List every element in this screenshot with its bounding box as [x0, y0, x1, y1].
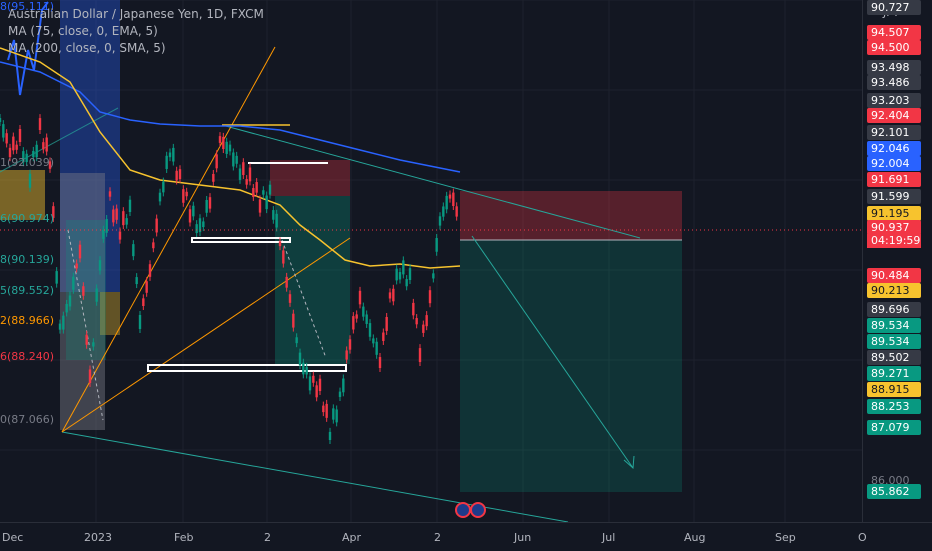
ghost-price-label: 86.000 [871, 474, 910, 487]
price-label: 91.691 [867, 172, 921, 187]
price-label: 94.507 [867, 25, 921, 40]
price-chart[interactable] [0, 0, 862, 522]
price-label: 91.195 [867, 206, 921, 221]
price-label: 91.599 [867, 189, 921, 204]
chart-legend: Australian Dollar / Japanese Yen, 1D, FX… [8, 6, 264, 57]
ema-line [0, 61, 461, 173]
time-tick: Jun [514, 531, 532, 544]
time-tick: 2 [264, 531, 271, 544]
au-flag-icon [455, 502, 471, 518]
ma75-indicator[interactable]: MA (75, close, 0, EMA, 5) [8, 24, 158, 38]
price-label: 90.213 [867, 283, 921, 298]
level-label: 6(90.974) [0, 212, 55, 225]
level-label: 1(92.039) [0, 156, 55, 169]
price-label: 87.079 [867, 420, 921, 435]
grid [0, 0, 862, 522]
price-label: 92.046 [867, 141, 921, 156]
price-label: 90.727 [867, 0, 921, 15]
price-label: 85.862 [867, 484, 921, 499]
price-label: 93.498 [867, 60, 921, 75]
au-flag-icon-2 [470, 502, 486, 518]
price-label: 92.404 [867, 108, 921, 123]
price-axis[interactable]: JPY 86.000 94.50794.50093.49893.48693.20… [862, 0, 932, 522]
price-label: 89.502 [867, 350, 921, 365]
level-label: 6(88.240) [0, 350, 55, 363]
level-label: 8(90.139) [0, 253, 55, 266]
time-tick: Jul [602, 531, 616, 544]
time-tick: Aug [684, 531, 706, 544]
price-label: 93.486 [867, 75, 921, 90]
price-label: 93.203 [867, 93, 921, 108]
candles [0, 114, 458, 445]
sr-rects [147, 124, 347, 372]
price-label: 92.004 [867, 156, 921, 171]
time-tick: Feb [174, 531, 194, 544]
ma200-indicator[interactable]: MA (200, close, 0, SMA, 5) [8, 41, 166, 55]
time-tick: 2 [434, 531, 441, 544]
chart-area[interactable]: Australian Dollar / Japanese Yen, 1D, FX… [0, 0, 862, 522]
level-label: 2(88.966) [0, 314, 55, 327]
current-price-label: 90.937 [867, 220, 921, 235]
countdown-timer: 04:19:59 [867, 234, 921, 248]
price-label: 89.534 [867, 334, 921, 349]
position-tool [460, 191, 682, 492]
price-label: 94.500 [867, 40, 921, 55]
price-label: 88.915 [867, 382, 921, 397]
price-label: 88.253 [867, 399, 921, 414]
price-label: 89.534 [867, 318, 921, 333]
price-label: 89.271 [867, 366, 921, 381]
time-tick: 2023 [84, 531, 112, 544]
level-label: 8(95.111) [0, 0, 55, 13]
time-axis[interactable]: Dec 2023 Feb 2 Apr 2 Jun Jul Aug Sep O [0, 522, 932, 551]
time-tick: Dec [2, 531, 24, 544]
level-label: 5(89.552) [0, 284, 55, 297]
time-tick: O [858, 531, 867, 544]
price-label: 92.101 [867, 125, 921, 140]
zone-boxes [0, 0, 350, 430]
symbol-title[interactable]: Australian Dollar / Japanese Yen, 1D, FX… [8, 7, 264, 21]
price-label: 89.696 [867, 302, 921, 317]
time-tick: Apr [342, 531, 362, 544]
level-label: 0(87.066) [0, 413, 55, 426]
time-tick: Sep [775, 531, 796, 544]
price-label: 90.484 [867, 268, 921, 283]
